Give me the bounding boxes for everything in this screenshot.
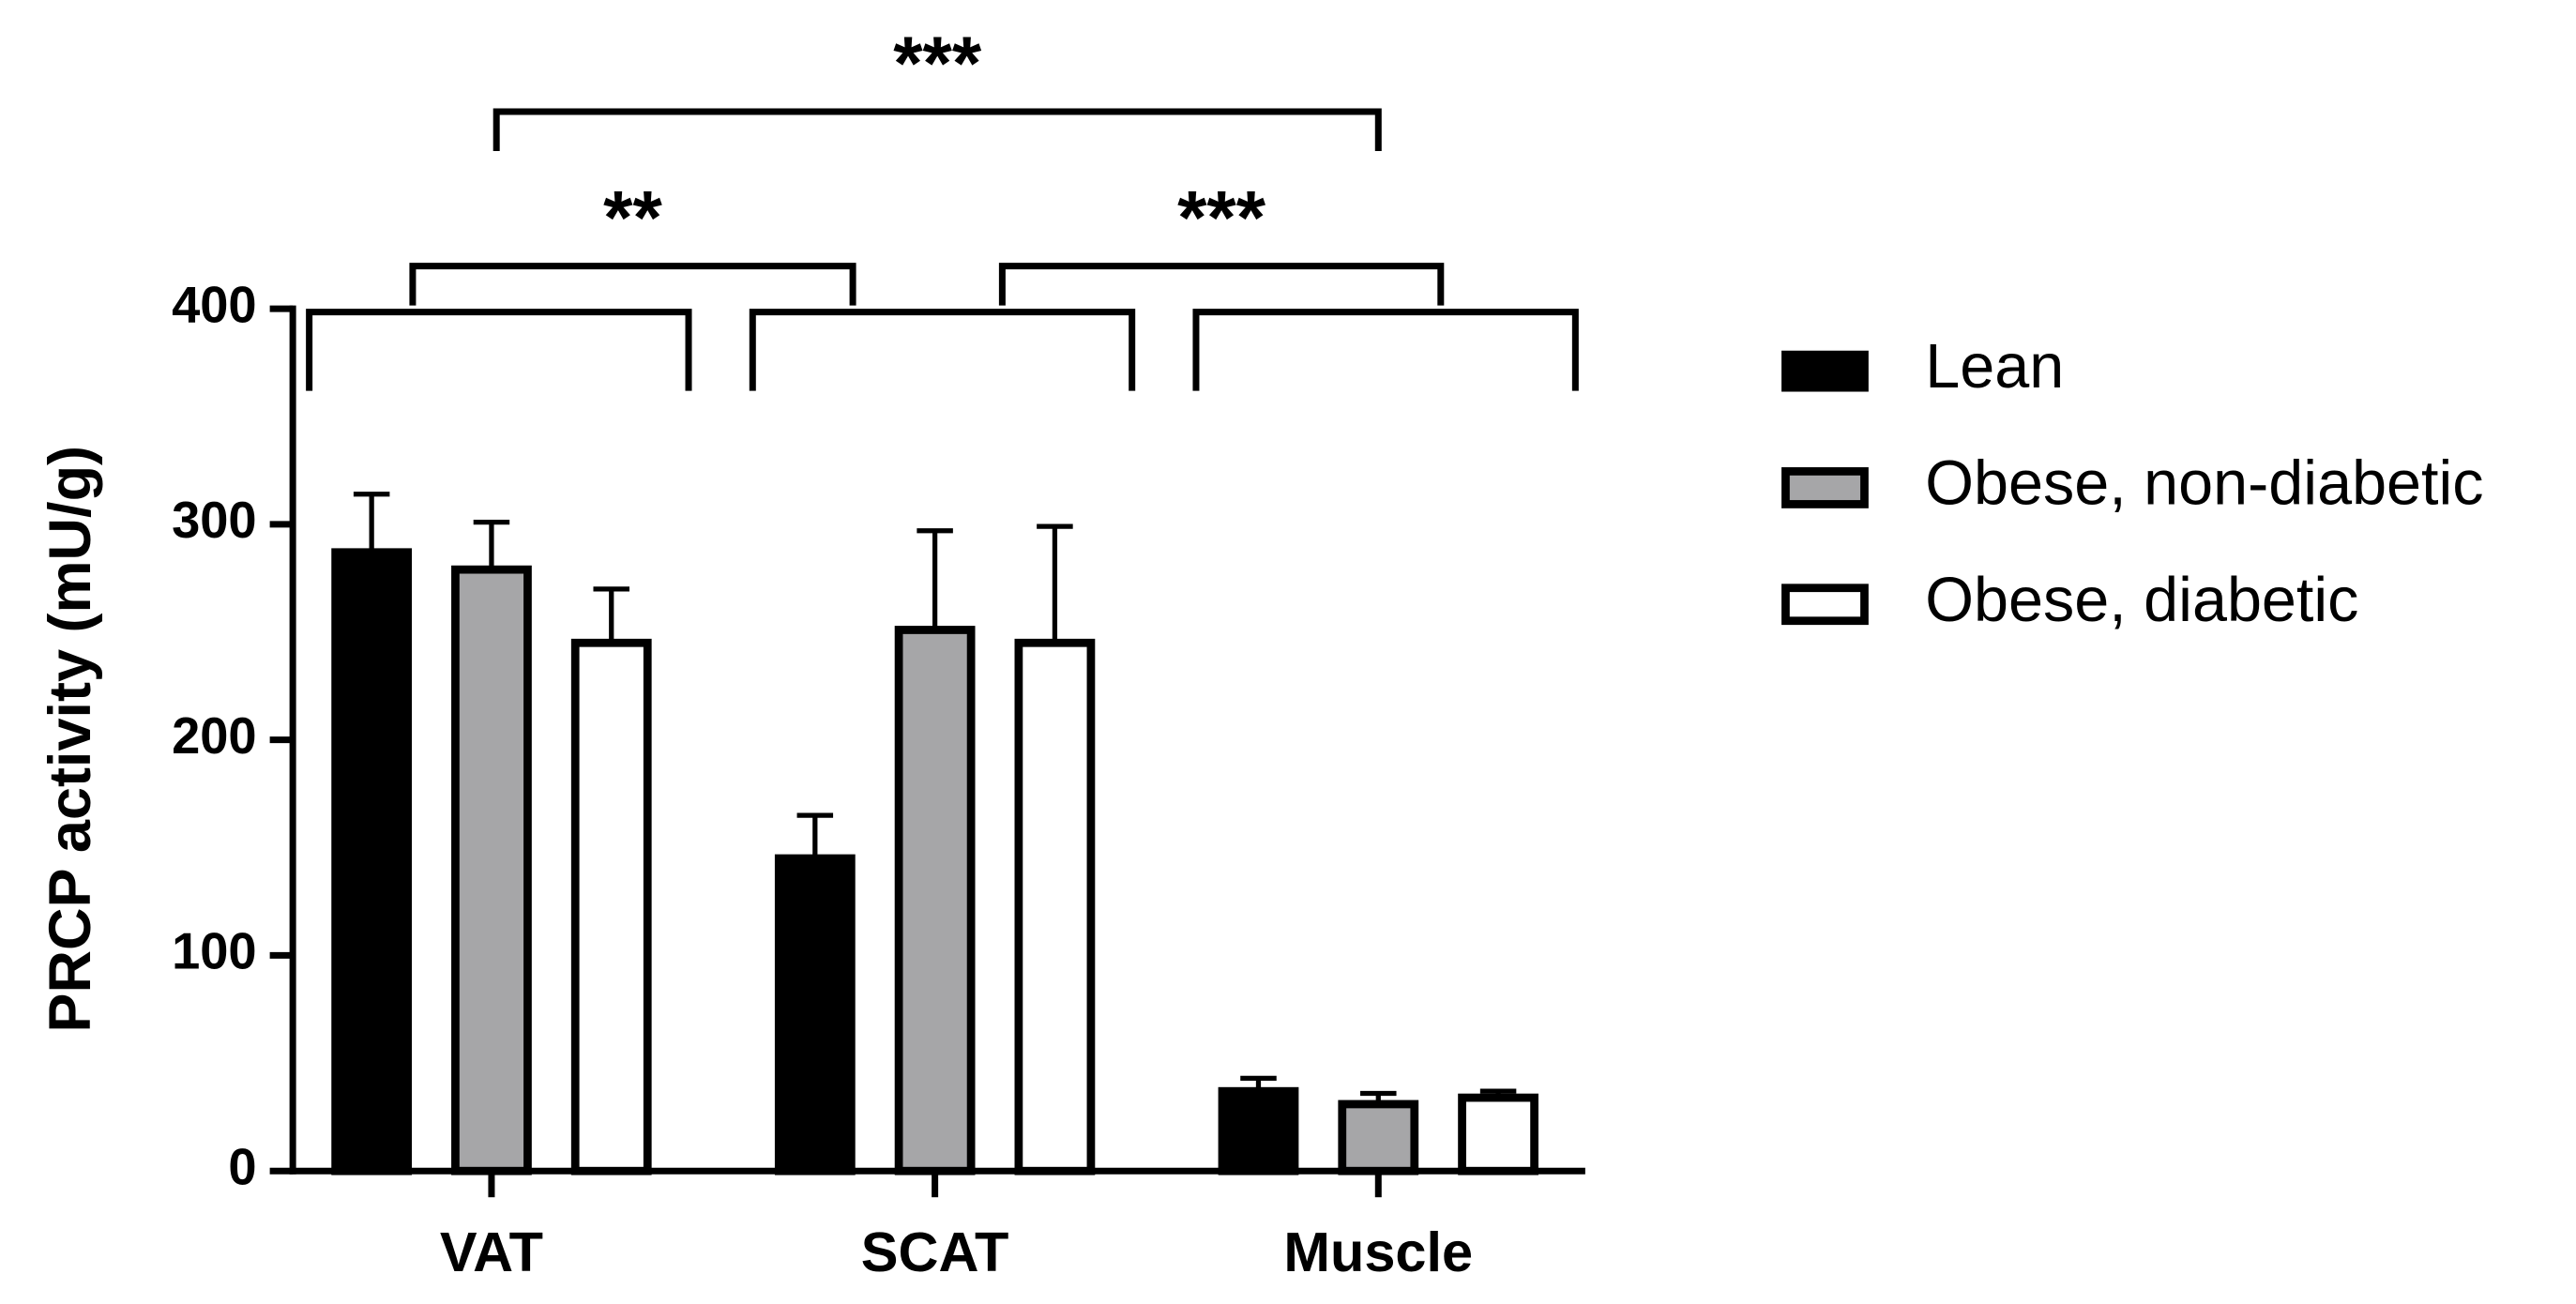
legend-swatch [1781, 350, 1869, 392]
bar [894, 626, 976, 1175]
bar [1458, 1093, 1538, 1175]
x-tick-label: Muscle [1283, 1221, 1473, 1283]
y-tick-label: 400 [172, 277, 257, 333]
x-tick-label: VAT [440, 1221, 543, 1283]
significance-bracket [492, 108, 1382, 152]
legend-label: Obese, non-diabetic [1925, 449, 2483, 519]
bar [451, 565, 532, 1175]
y-tick-label: 200 [172, 708, 257, 765]
x-tick-label: SCAT [861, 1221, 1009, 1283]
legend-label: Lean [1925, 332, 2064, 402]
bar [331, 548, 413, 1175]
significance-bracket [409, 263, 856, 306]
group-bracket [749, 309, 1136, 391]
significance-label: *** [1177, 175, 1266, 260]
bar [774, 854, 856, 1175]
significance-label: ** [603, 175, 662, 260]
bar [1218, 1086, 1299, 1175]
significance-label: *** [893, 22, 982, 106]
legend-label: Obese, diabetic [1925, 566, 2358, 635]
legend-swatch [1781, 584, 1869, 626]
legend-swatch [1781, 467, 1869, 508]
significance-bracket [998, 263, 1445, 306]
y-tick-label: 300 [172, 493, 257, 549]
bar [1338, 1099, 1419, 1175]
group-bracket [1192, 309, 1579, 391]
bar [570, 638, 652, 1175]
bar [1014, 638, 1096, 1175]
group-bracket [306, 309, 692, 391]
y-tick-label: 0 [228, 1140, 256, 1196]
y-tick-label: 100 [172, 924, 257, 980]
y-axis-label: PRCP activity (mU/g) [38, 446, 103, 1033]
